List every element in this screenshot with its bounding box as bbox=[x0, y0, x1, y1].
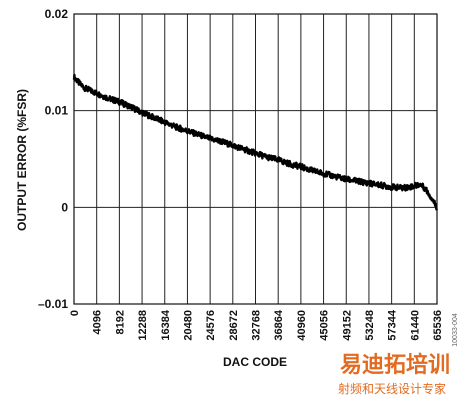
y-axis-label: OUTPUT ERROR (%FSR) bbox=[15, 89, 29, 231]
x-tick-label: 53248 bbox=[364, 310, 376, 341]
watermark-sub-text: 射频和天线设计专家 bbox=[338, 381, 446, 396]
grid-lines bbox=[74, 14, 437, 304]
x-tick-label: 49152 bbox=[341, 310, 353, 341]
x-tick-label: 0 bbox=[69, 310, 81, 316]
x-tick-label: 65536 bbox=[432, 310, 444, 341]
x-tick-label: 8192 bbox=[114, 310, 126, 334]
x-tick-label: 12288 bbox=[137, 310, 149, 341]
x-tick-label: 36864 bbox=[273, 309, 285, 340]
x-tick-label: 40960 bbox=[296, 310, 308, 341]
y-tick-labels: –0.01 0 0.01 0.02 bbox=[38, 7, 68, 311]
x-tick-label: 28672 bbox=[228, 310, 240, 341]
x-axis-label: DAC CODE bbox=[223, 355, 287, 369]
x-tick-label: 45056 bbox=[319, 310, 331, 341]
x-tick-label: 57344 bbox=[387, 309, 399, 340]
x-tick-label: 24576 bbox=[205, 310, 217, 341]
x-tick-label: 16384 bbox=[160, 309, 172, 340]
y-tick-label: 0 bbox=[61, 200, 68, 214]
series-line bbox=[72, 73, 439, 211]
plot-frame bbox=[73, 13, 438, 305]
x-tick-label: 32768 bbox=[251, 310, 263, 341]
figure-id: 10033-004 bbox=[452, 313, 459, 347]
y-tick-label: 0.01 bbox=[45, 104, 69, 118]
watermark-logo: 易迪拓培训 射频和天线设计专家 bbox=[338, 352, 450, 396]
y-tick-label: 0.02 bbox=[45, 7, 69, 21]
x-tick-labels: 0 4096 8192 12288 16384 20480 24576 28672 32768 3… bbox=[69, 309, 444, 340]
series-layer bbox=[72, 73, 439, 211]
x-tick-label: 20480 bbox=[182, 310, 194, 341]
x-tick-label: 61440 bbox=[409, 310, 421, 341]
x-tick-label: 4096 bbox=[92, 310, 104, 334]
watermark-main-text: 易迪拓培训 bbox=[340, 352, 450, 378]
y-tick-label: –0.01 bbox=[38, 297, 68, 311]
